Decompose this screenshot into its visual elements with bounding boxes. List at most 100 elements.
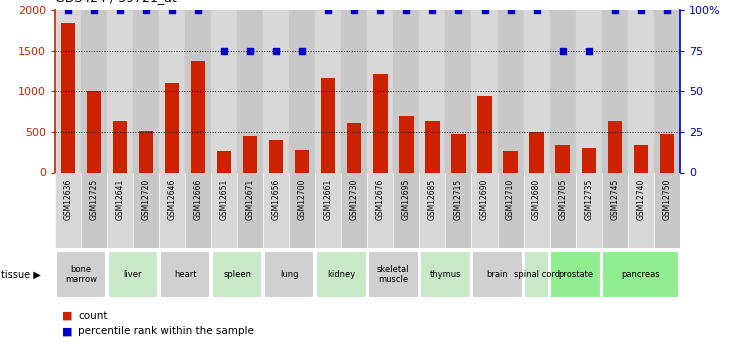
Bar	[133, 172, 159, 248]
Point	[62, 8, 74, 13]
Point	[479, 8, 491, 13]
Bar	[81, 172, 107, 248]
Text: ■: ■	[62, 311, 72, 321]
Bar	[420, 10, 445, 172]
Bar	[341, 10, 367, 172]
Point	[531, 8, 542, 13]
Bar	[133, 10, 159, 172]
FancyBboxPatch shape	[550, 251, 601, 297]
Bar	[602, 10, 628, 172]
Text: GSM12700: GSM12700	[298, 179, 307, 220]
Point	[504, 8, 516, 13]
Bar	[159, 172, 185, 248]
Bar	[504, 151, 518, 172]
Text: skeletal
muscle: skeletal muscle	[377, 265, 409, 284]
Bar	[289, 172, 315, 248]
Text: GSM12710: GSM12710	[506, 179, 515, 220]
Bar	[445, 172, 471, 248]
Text: liver: liver	[124, 270, 143, 279]
Text: brain: brain	[487, 270, 509, 279]
Text: GSM12641: GSM12641	[115, 179, 124, 220]
Bar	[295, 150, 309, 172]
Bar	[399, 116, 414, 172]
Bar	[471, 10, 498, 172]
Bar	[217, 151, 231, 172]
Bar	[628, 10, 654, 172]
Text: count: count	[78, 311, 107, 321]
Text: prostate: prostate	[558, 270, 594, 279]
Text: GSM12680: GSM12680	[532, 179, 541, 220]
Bar	[575, 172, 602, 248]
Bar	[55, 172, 81, 248]
Point	[88, 8, 99, 13]
Bar	[374, 73, 387, 172]
FancyBboxPatch shape	[264, 251, 314, 297]
Text: GSM12646: GSM12646	[167, 179, 176, 220]
Text: thymus: thymus	[430, 270, 461, 279]
Bar	[81, 10, 107, 172]
Point	[427, 8, 439, 13]
Text: GSM12725: GSM12725	[89, 179, 99, 220]
Bar	[191, 61, 205, 172]
Bar	[628, 172, 654, 248]
Point	[452, 8, 464, 13]
Bar	[498, 10, 523, 172]
Bar	[523, 172, 550, 248]
Bar	[367, 10, 393, 172]
Bar	[367, 172, 393, 248]
FancyBboxPatch shape	[212, 251, 262, 297]
Bar	[393, 172, 420, 248]
Bar	[263, 10, 289, 172]
Bar	[243, 136, 257, 172]
Bar	[634, 145, 648, 172]
Bar	[607, 121, 622, 172]
Bar	[550, 172, 575, 248]
Bar	[87, 91, 101, 172]
Text: lung: lung	[280, 270, 298, 279]
Bar	[341, 172, 367, 248]
Bar	[113, 121, 127, 172]
Text: bone
marrow: bone marrow	[65, 265, 97, 284]
Text: GSM12690: GSM12690	[480, 179, 489, 220]
Bar	[185, 10, 211, 172]
Bar	[654, 172, 680, 248]
FancyBboxPatch shape	[316, 251, 366, 297]
Point	[166, 8, 178, 13]
Bar	[237, 172, 263, 248]
Bar	[582, 148, 596, 172]
Point	[322, 8, 334, 13]
Point	[114, 8, 126, 13]
FancyBboxPatch shape	[602, 251, 679, 297]
Bar	[107, 10, 133, 172]
FancyBboxPatch shape	[472, 251, 523, 297]
Bar	[159, 10, 185, 172]
Text: tissue ▶: tissue ▶	[1, 269, 41, 279]
Text: GSM12750: GSM12750	[662, 179, 671, 220]
Point	[374, 8, 386, 13]
Bar	[289, 10, 315, 172]
Text: GSM12745: GSM12745	[610, 179, 619, 220]
Text: GSM12636: GSM12636	[64, 179, 72, 220]
Text: pancreas: pancreas	[621, 270, 660, 279]
Bar	[211, 172, 237, 248]
Bar	[477, 96, 492, 172]
Bar	[61, 22, 75, 172]
Bar	[498, 172, 523, 248]
FancyBboxPatch shape	[107, 251, 158, 297]
Bar	[315, 10, 341, 172]
Point	[609, 8, 621, 13]
Bar	[556, 145, 569, 172]
Bar	[263, 172, 289, 248]
Text: GSM12671: GSM12671	[246, 179, 254, 220]
Text: ■: ■	[62, 326, 72, 336]
Point	[140, 8, 152, 13]
Text: GSM12651: GSM12651	[219, 179, 229, 220]
Bar	[139, 131, 153, 172]
Text: GSM12666: GSM12666	[194, 179, 202, 220]
Bar	[55, 10, 81, 172]
Bar	[529, 132, 544, 172]
Point	[661, 8, 673, 13]
Text: kidney: kidney	[327, 270, 355, 279]
Bar	[165, 83, 179, 172]
Bar	[425, 121, 439, 172]
